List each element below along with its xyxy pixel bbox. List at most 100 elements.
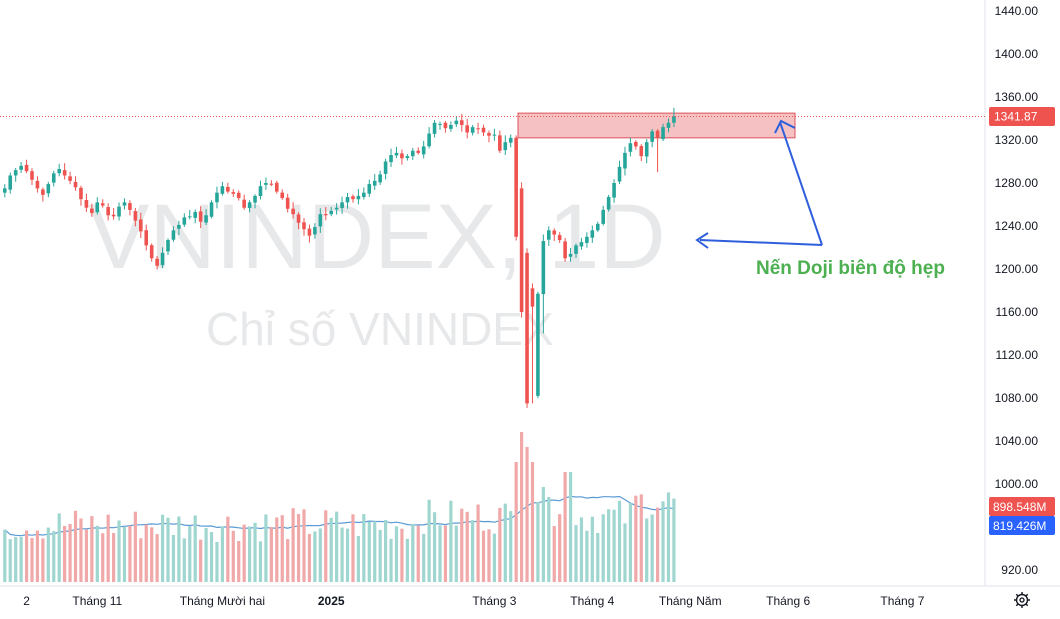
volume-bar <box>558 514 562 582</box>
candle <box>672 107 676 128</box>
volume-bar <box>155 534 159 582</box>
candle <box>318 208 323 233</box>
candle <box>236 190 241 201</box>
candle <box>568 247 573 262</box>
volume-bar <box>199 539 203 582</box>
volume-bar <box>503 503 507 582</box>
volume-bar <box>394 526 399 582</box>
candle <box>606 194 611 212</box>
candle <box>220 181 225 196</box>
volume-bar <box>188 526 192 582</box>
volume-bar <box>525 447 529 582</box>
volume-bar <box>465 511 469 582</box>
volume-bar <box>220 526 224 582</box>
price-axis[interactable]: 1440.00 1400.00 1360.00 1320.00 1280.00 1240.… <box>995 4 1039 577</box>
candle <box>334 203 339 215</box>
candle <box>372 174 377 190</box>
candle <box>30 168 34 185</box>
candle <box>242 194 246 210</box>
candle <box>106 203 110 221</box>
candle <box>389 148 393 167</box>
candle <box>19 161 23 173</box>
candle <box>552 228 557 241</box>
candle <box>454 116 459 128</box>
candle <box>405 154 410 161</box>
gear-icon[interactable] <box>1014 592 1030 608</box>
candle <box>579 237 584 250</box>
volume-bar <box>356 536 360 582</box>
candle <box>73 176 78 191</box>
volume-bar <box>574 525 578 582</box>
volume-bar <box>258 541 263 582</box>
candle <box>275 180 279 194</box>
candle <box>302 217 306 236</box>
candle <box>166 238 170 255</box>
volume-bar <box>666 492 671 582</box>
volume-bar <box>476 504 480 582</box>
annotation-text: Nến Doji biên độ hẹp <box>756 258 945 279</box>
candle <box>258 180 263 200</box>
time-tick-label: Tháng 11 <box>72 594 122 608</box>
volume-bar <box>514 462 518 582</box>
volume-bar <box>617 500 622 582</box>
price-tick-label: 1360.00 <box>995 90 1039 104</box>
volume-bar <box>171 534 176 582</box>
candle <box>470 125 475 136</box>
volume-bar <box>291 508 295 582</box>
candle <box>498 130 502 154</box>
volume-bar <box>634 495 638 582</box>
candle <box>291 202 295 219</box>
volume-bar <box>79 518 83 582</box>
volume-bar <box>324 510 328 582</box>
candle <box>639 144 644 162</box>
volume-bar <box>46 527 50 582</box>
volume-bar <box>340 527 344 582</box>
candle <box>100 199 105 208</box>
arrow-head-left <box>695 232 709 249</box>
volume-bar <box>8 539 12 582</box>
watermark-name: Chỉ số VNINDEX <box>206 303 554 355</box>
candle <box>111 208 116 220</box>
volume-bar <box>139 538 143 582</box>
candle <box>264 177 268 190</box>
volume-bar <box>307 533 312 582</box>
volume-bar <box>106 514 110 582</box>
candle <box>90 203 94 217</box>
volume-bar <box>449 500 453 582</box>
volume-bar <box>378 529 382 582</box>
candle <box>198 206 203 228</box>
candle <box>8 172 13 194</box>
volume-bar <box>541 487 545 582</box>
volume-bar <box>68 523 72 582</box>
price-tick-label: 1120.00 <box>996 348 1039 362</box>
volume-ma-label: 898.548M <box>993 500 1046 514</box>
candle <box>269 180 274 187</box>
time-axis[interactable]: 2 Tháng 11 Tháng Mười hai 2025 Tháng 3 Tháng … <box>23 594 925 608</box>
price-tick-label: 1040.00 <box>995 434 1039 448</box>
volume-ma-layer <box>4 495 675 537</box>
candle <box>46 181 51 198</box>
candle <box>563 237 567 262</box>
candle <box>367 179 372 197</box>
candle <box>378 170 382 185</box>
volume-bar <box>492 533 496 582</box>
candle <box>590 225 595 243</box>
candle <box>285 193 290 213</box>
candle <box>280 189 285 200</box>
time-tick-label: Tháng 6 <box>766 594 810 608</box>
candle <box>160 247 165 269</box>
candle <box>595 221 600 232</box>
volume-sma-label: 819.426M <box>993 519 1046 533</box>
volume-bar <box>552 526 556 582</box>
candle <box>514 135 518 241</box>
volume-bar <box>351 514 355 582</box>
candle <box>57 163 61 177</box>
volume-bar <box>177 516 181 582</box>
candle <box>585 232 589 248</box>
candle <box>634 140 638 150</box>
candle <box>459 113 464 132</box>
candle <box>41 187 45 202</box>
volume-bar <box>73 510 78 582</box>
volume-bar <box>607 509 611 582</box>
